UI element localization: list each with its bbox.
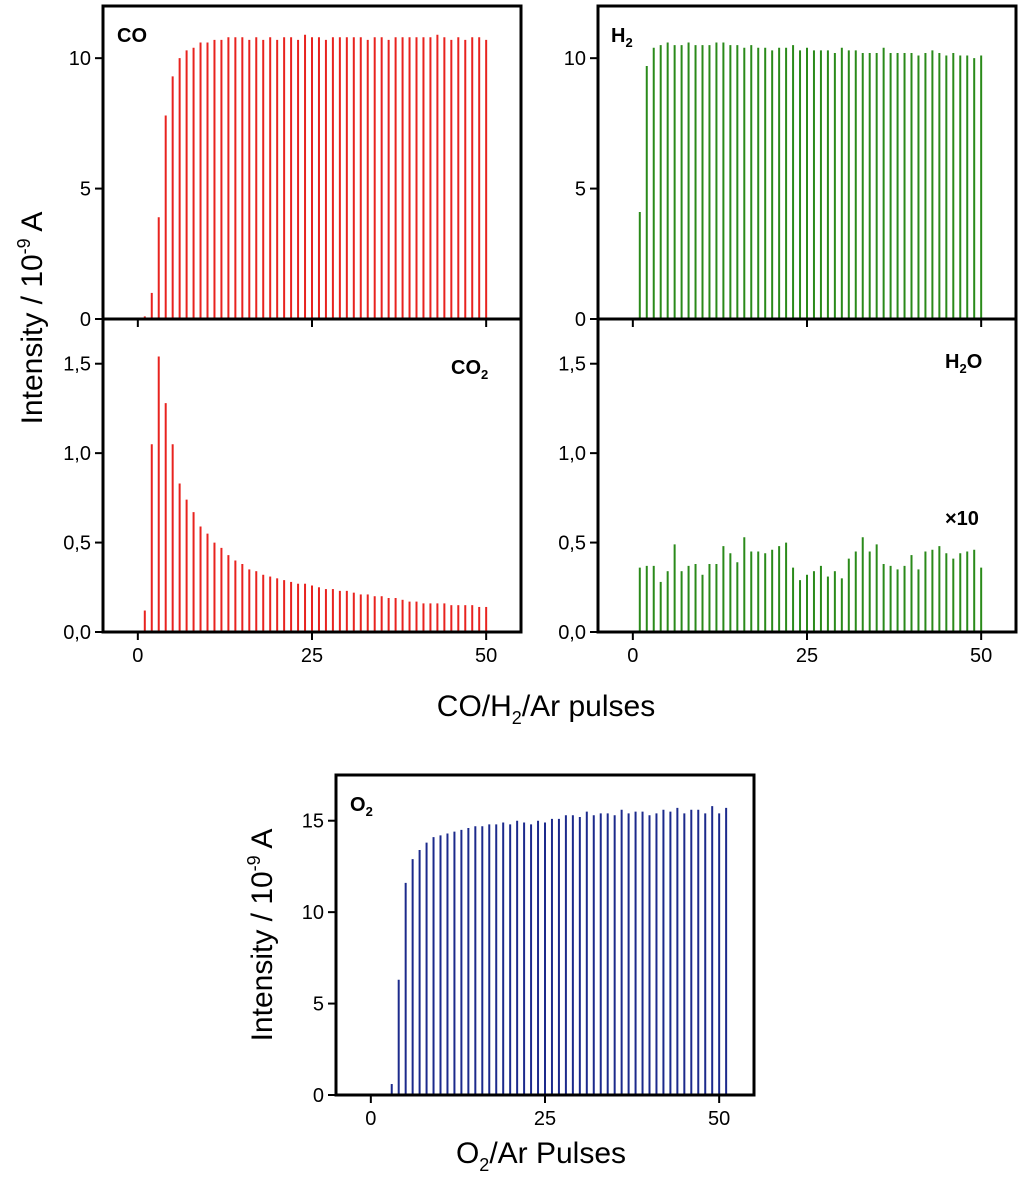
xtick-label-o2-1: 25: [534, 1108, 556, 1130]
xtick-label-o2-2: 50: [708, 1108, 730, 1130]
frame-co2: [101, 317, 523, 634]
ytick-label-co-1: 5: [80, 179, 91, 201]
xtick-label-co2-0: 0: [132, 645, 143, 667]
panel-label-h2: H2: [611, 25, 633, 50]
y-axis-title-bottom: Intensity / 10-9 A: [244, 829, 279, 1042]
ytick-label-co-0: 0: [80, 309, 91, 331]
panel-label-co: CO: [117, 25, 147, 47]
x-axis-title-bottom: O2/Ar Pulses: [456, 1137, 626, 1175]
ytick-label-co2-0: 0,0: [63, 622, 91, 644]
ytick-label-o2-1: 5: [313, 994, 324, 1016]
chart-o2: 0 5 10 15 0 25 50: [302, 806, 730, 1130]
frame-h2o: [596, 317, 1018, 634]
ytick-label-co2-2: 1,0: [63, 443, 91, 465]
x-axis-title-top: CO/H2/Ar pulses: [437, 690, 655, 728]
ytick-label-o2-2: 10: [302, 902, 324, 924]
xtick-label-co2-1: 25: [301, 645, 323, 667]
ytick-label-h2-1: 5: [575, 179, 586, 201]
ytick-label-co2-3: 1,5: [63, 354, 91, 376]
chart-co: 0 5 10: [69, 34, 488, 331]
ytick-label-h2-0: 0: [575, 309, 586, 331]
ytick-label-h2-2: 10: [564, 48, 586, 70]
xtick-label-o2-0: 0: [365, 1108, 376, 1130]
xtick-label-h2o-0: 0: [627, 645, 638, 667]
panel-label-h2o: H2O: [945, 351, 982, 376]
frame-o2: [334, 773, 756, 1097]
ytick-label-h2o-0: 0,0: [558, 622, 586, 644]
ytick-label-h2o-2: 1,0: [558, 443, 586, 465]
h2o-scale-annotation: ×10: [945, 508, 979, 530]
chart-co2: 0,0 0,5 1,0 1,5 0 25 50: [63, 354, 497, 667]
panel-label-o2: O2: [350, 794, 373, 819]
ytick-label-o2-3: 15: [302, 811, 324, 833]
y-axis-title-top: Intensity / 10-9 A: [14, 212, 49, 425]
ytick-label-co-2: 10: [69, 48, 91, 70]
ytick-label-co2-1: 0,5: [63, 533, 91, 555]
panel-label-co2: CO2: [451, 357, 488, 382]
ytick-label-h2o-3: 1,5: [558, 354, 586, 376]
chart-h2: 0 5 10: [564, 42, 983, 331]
ytick-label-o2-0: 0: [313, 1085, 324, 1107]
chart-h2o: 0,0 0,5 1,0 1,5 0 25 50: [558, 354, 992, 667]
xtick-label-h2o-1: 25: [796, 645, 818, 667]
ytick-label-h2o-1: 0,5: [558, 533, 586, 555]
xtick-label-h2o-2: 50: [970, 645, 992, 667]
xtick-label-co2-2: 50: [475, 645, 497, 667]
